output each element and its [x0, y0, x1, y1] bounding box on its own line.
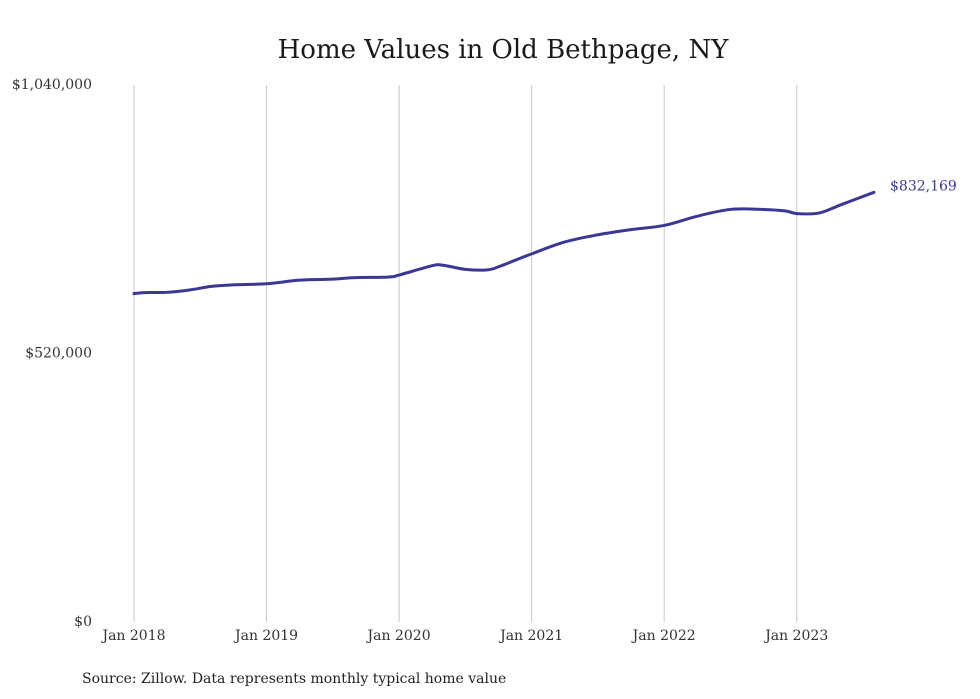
- x-tick-label-2: Jan 2020: [366, 628, 431, 644]
- chart-title: Home Values in Old Bethpage, NY: [278, 35, 730, 65]
- x-tick-label-5: Jan 2023: [763, 628, 828, 644]
- end-value-label: $832,169: [890, 178, 957, 194]
- grid-lines: [133, 85, 798, 622]
- source-note: Source: Zillow. Data represents monthly …: [82, 671, 506, 687]
- y-axis-ticks: $0 $520,000 $1,040,000: [12, 77, 92, 630]
- x-tick-label-1: Jan 2019: [233, 628, 298, 644]
- series-layer: [132, 190, 876, 296]
- x-axis-ticks: Jan 2018 Jan 2019 Jan 2020 Jan 2021 Jan 2022…: [100, 628, 828, 644]
- x-tick-label-4: Jan 2022: [631, 628, 696, 644]
- y-tick-label-2: $1,040,000: [12, 77, 92, 93]
- y-tick-label-1: $520,000: [25, 346, 92, 362]
- series-line-0: [132, 190, 876, 296]
- y-tick-label-0: $0: [74, 614, 92, 630]
- x-tick-label-0: Jan 2018: [100, 628, 165, 644]
- x-tick-label-3: Jan 2021: [498, 628, 563, 644]
